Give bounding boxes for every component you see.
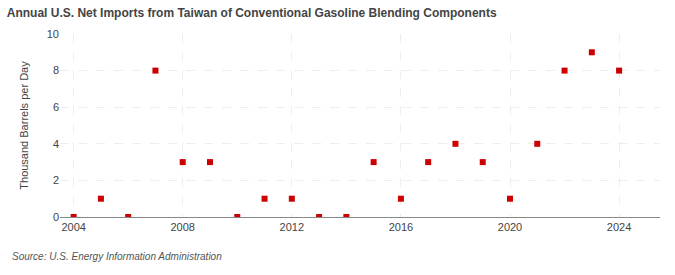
- svg-text:10: 10: [47, 28, 59, 40]
- svg-text:2016: 2016: [389, 221, 413, 233]
- svg-text:2020: 2020: [498, 221, 522, 233]
- svg-text:2012: 2012: [280, 221, 304, 233]
- svg-text:2: 2: [53, 174, 59, 186]
- svg-text:Annual U.S. Net Imports from T: Annual U.S. Net Imports from Taiwan of C…: [7, 6, 497, 20]
- svg-text:2024: 2024: [607, 221, 631, 233]
- svg-text:4: 4: [53, 138, 59, 150]
- svg-text:8: 8: [53, 64, 59, 76]
- svg-text:Thousand Barrels per Day: Thousand Barrels per Day: [18, 61, 30, 190]
- svg-text:2004: 2004: [61, 221, 85, 233]
- svg-text:2008: 2008: [170, 221, 194, 233]
- svg-text:0: 0: [53, 211, 59, 223]
- svg-text:6: 6: [53, 101, 59, 113]
- svg-text:Source: U.S. Energy Informatio: Source: U.S. Energy Information Administ…: [12, 251, 222, 262]
